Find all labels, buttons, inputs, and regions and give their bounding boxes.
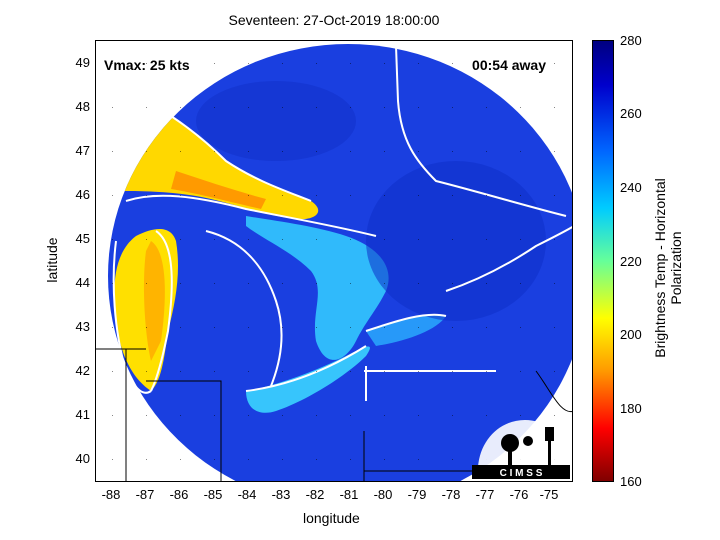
colorbar-tick: 200 bbox=[620, 327, 642, 342]
ytick-label: 49 bbox=[75, 55, 90, 70]
xtick-label: -84 bbox=[237, 487, 257, 502]
colorbar-tick: 280 bbox=[620, 33, 642, 48]
xtick-label: -86 bbox=[169, 487, 189, 502]
colorbar-tick: 180 bbox=[620, 401, 642, 416]
xtick-label: -88 bbox=[101, 487, 121, 502]
xtick-label: -77 bbox=[475, 487, 495, 502]
ytick-label: 44 bbox=[75, 275, 90, 290]
time-away-label: 00:54 away bbox=[472, 57, 546, 73]
ytick-label: 43 bbox=[75, 319, 90, 334]
xtick-label: -81 bbox=[339, 487, 359, 502]
xtick-label: -83 bbox=[271, 487, 291, 502]
ytick-label: 47 bbox=[75, 143, 90, 158]
colorbar-tick: 260 bbox=[620, 106, 642, 121]
x-axis-label: longitude bbox=[303, 510, 360, 526]
colorbar-tick: 240 bbox=[620, 180, 642, 195]
colorbar-label: Brightness Temp - Horizontal Polarizatio… bbox=[652, 178, 684, 358]
ytick-label: 45 bbox=[75, 231, 90, 246]
xtick-label: -82 bbox=[305, 487, 325, 502]
logo-text: C I M S S bbox=[500, 468, 543, 479]
ytick-label: 48 bbox=[75, 99, 90, 114]
y-axis-label: latitude bbox=[44, 237, 60, 283]
xtick-label: -79 bbox=[407, 487, 427, 502]
map-plot-area: Vmax: 25 kts 00:54 away bbox=[95, 40, 573, 482]
ytick-label: 41 bbox=[75, 407, 90, 422]
xtick-label: -80 bbox=[373, 487, 393, 502]
xtick-label: -75 bbox=[539, 487, 559, 502]
colorbar-tick: 220 bbox=[620, 254, 642, 269]
xtick-label: -85 bbox=[203, 487, 223, 502]
xtick-label: -76 bbox=[509, 487, 529, 502]
ytick-label: 40 bbox=[75, 451, 90, 466]
ytick-label: 42 bbox=[75, 363, 90, 378]
ytick-label: 46 bbox=[75, 187, 90, 202]
map-title: Seventeen: 27-Oct-2019 18:00:00 bbox=[228, 12, 440, 28]
xtick-label: -78 bbox=[441, 487, 461, 502]
colorbar-tick: 160 bbox=[620, 474, 642, 489]
cimss-logo: C I M S S bbox=[472, 420, 570, 479]
vmax-label: Vmax: 25 kts bbox=[104, 57, 190, 73]
colorbar bbox=[592, 40, 614, 482]
xtick-label: -87 bbox=[135, 487, 155, 502]
map-svg bbox=[96, 41, 572, 481]
